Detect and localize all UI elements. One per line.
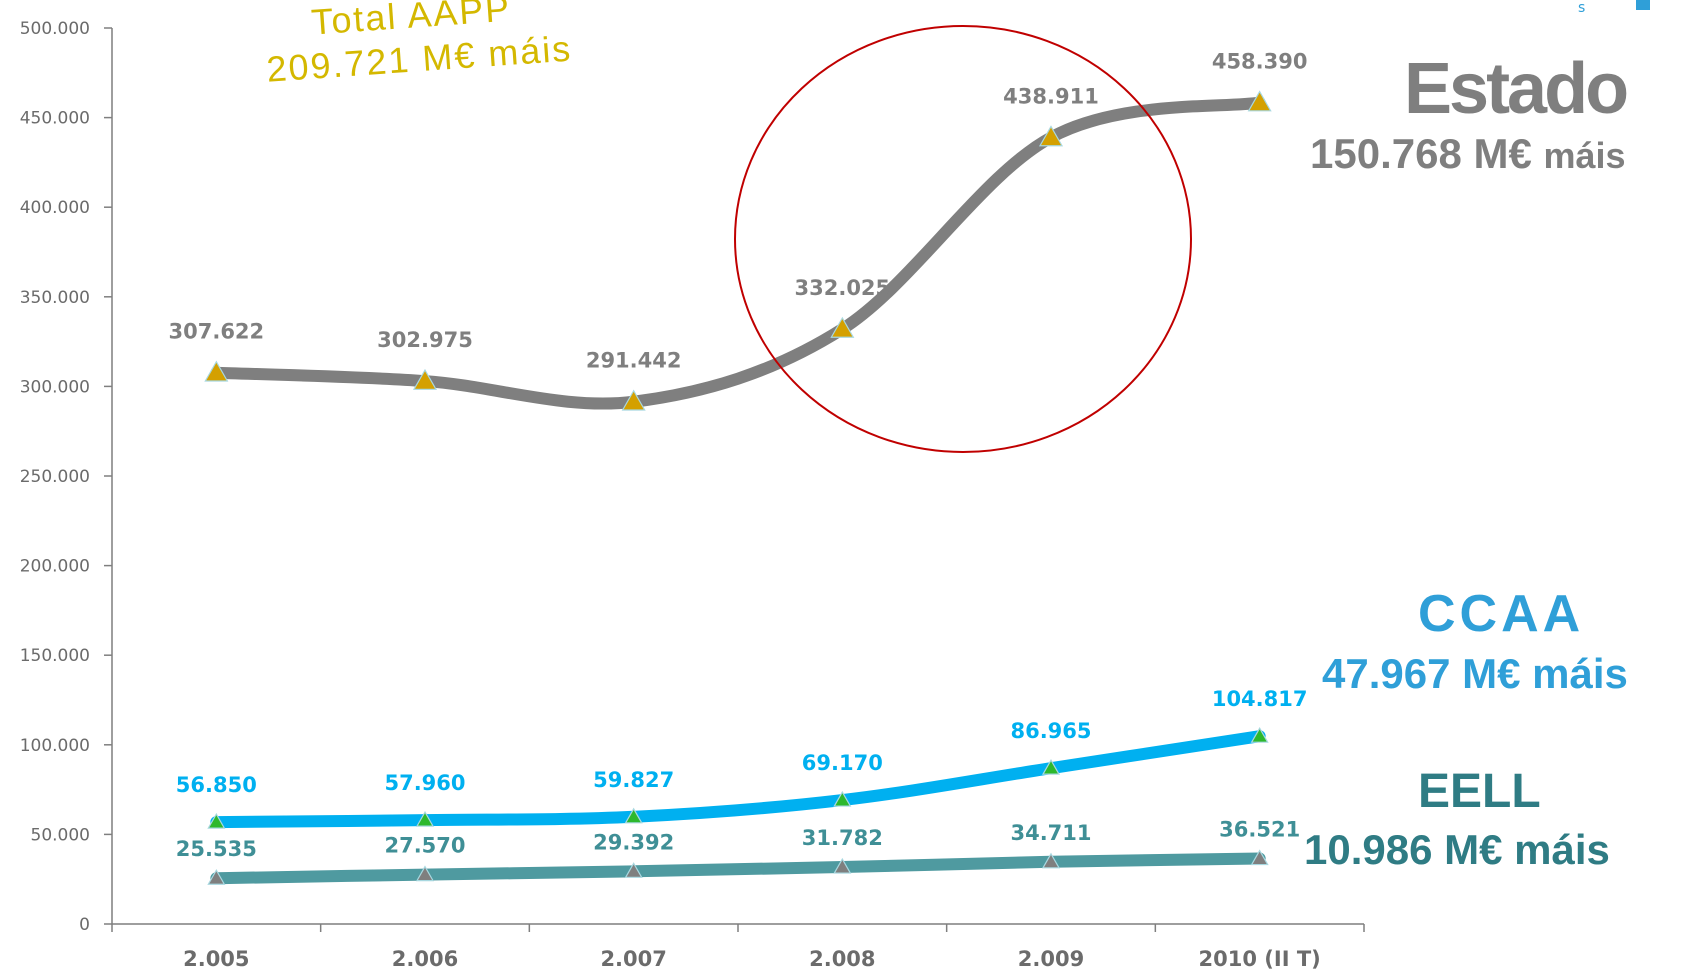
ccaa-point-marker <box>624 807 643 824</box>
eell-data-label: 34.711 <box>1010 821 1091 845</box>
ccaa-data-label: 104.817 <box>1212 687 1308 711</box>
data-labels: 307.622 302.975 291.442 332.025 438.911 458.3… <box>169 50 1308 862</box>
ccaa-increase-word: máis <box>1532 650 1628 697</box>
y-tick-label: 300.000 <box>20 377 90 397</box>
ccaa-title: CCAA <box>1418 585 1585 643</box>
ccaa-data-label: 69.170 <box>802 751 883 775</box>
series-group <box>204 90 1272 885</box>
y-tick-label: 500.000 <box>20 19 90 39</box>
estado-title: Estado <box>1404 49 1629 129</box>
eell-data-label: 31.782 <box>802 826 883 850</box>
x-tick-label: 2.006 <box>392 947 458 971</box>
eell-title: EELL <box>1418 765 1541 818</box>
eell-data-label: 29.392 <box>593 830 674 854</box>
estado-point-marker <box>412 368 438 390</box>
eell-increase-value: 10.986 M€ <box>1304 826 1503 873</box>
y-tick-label: 50.000 <box>31 825 90 845</box>
estado-increase-word: máis <box>1543 135 1626 176</box>
ccaa-point-marker <box>1250 726 1269 743</box>
eell-increase: 10.986 M€ máis <box>1304 826 1610 874</box>
ccaa-point-marker <box>207 812 226 829</box>
ccaa-data-label: 59.827 <box>593 768 674 792</box>
y-tick-label: 250.000 <box>20 467 90 487</box>
x-axis: 2.005 2.006 2.007 2.008 2.009 2010 (II T) <box>111 923 1365 971</box>
estado-data-label: 302.975 <box>377 328 473 352</box>
estado-increase: 150.768 M€ máis <box>1310 130 1626 178</box>
estado-increase-value: 150.768 M€ <box>1310 130 1532 177</box>
eell-point-marker <box>624 862 643 878</box>
estado-point-marker <box>830 316 855 338</box>
eell-series-line <box>210 852 1266 885</box>
eell-point-marker <box>207 869 226 885</box>
y-tick-label: 200.000 <box>20 557 90 577</box>
y-tick-label: 450.000 <box>20 109 90 129</box>
estado-data-label: 438.911 <box>1003 84 1099 108</box>
eell-point-marker <box>1250 849 1269 866</box>
y-tick-label: 100.000 <box>20 736 90 756</box>
ccaa-point-marker <box>833 790 852 807</box>
y-tick-label: 400.000 <box>20 198 90 218</box>
eell-point-marker <box>833 857 852 874</box>
ccaa-series-line <box>210 730 1266 829</box>
estado-data-label: 291.442 <box>586 349 682 373</box>
estado-point-marker <box>1247 90 1272 112</box>
ccaa-point-marker <box>1041 758 1061 775</box>
estado-point-marker <box>204 360 229 382</box>
estado-data-label: 307.622 <box>169 320 265 344</box>
eell-point-marker <box>1041 852 1061 869</box>
x-tick-label: 2.008 <box>809 947 875 971</box>
corner-square <box>1636 0 1650 10</box>
eell-data-label: 36.521 <box>1219 818 1300 842</box>
y-axis: 0 50.000 100.000 150.000 200.000 250.000 300.0… <box>20 19 113 935</box>
x-tick-label: 2.009 <box>1018 947 1084 971</box>
ccaa-data-label: 57.960 <box>384 771 465 795</box>
total-aapp-word: máis <box>486 27 574 75</box>
estado-point-marker <box>1038 125 1064 147</box>
estado-series-line <box>210 96 1266 410</box>
eell-increase-word: máis <box>1514 826 1610 873</box>
ccaa-increase: 47.967 M€ máis <box>1322 650 1628 698</box>
x-tick-label: 2.007 <box>600 947 666 971</box>
ccaa-increase-value: 47.967 M€ <box>1322 650 1521 697</box>
eell-data-label: 25.535 <box>176 837 257 861</box>
y-tick-label: 0 <box>79 915 90 935</box>
y-tick-label: 150.000 <box>20 646 90 666</box>
estado-data-label: 458.390 <box>1212 50 1308 74</box>
y-tick-label: 350.000 <box>20 288 90 308</box>
corner-letter: s <box>1578 0 1586 16</box>
ccaa-data-label: 86.965 <box>1010 719 1091 743</box>
estado-point-marker <box>621 389 646 411</box>
ccaa-data-label: 56.850 <box>176 773 257 797</box>
eell-data-label: 27.570 <box>384 834 465 858</box>
eell-point-marker <box>415 865 435 882</box>
x-tick-label: 2010 (II T) <box>1199 947 1321 971</box>
x-tick-label: 2.005 <box>183 947 249 971</box>
highlight-circle <box>734 25 1192 453</box>
ccaa-point-marker <box>415 810 435 827</box>
estado-data-label: 332.025 <box>795 276 891 300</box>
